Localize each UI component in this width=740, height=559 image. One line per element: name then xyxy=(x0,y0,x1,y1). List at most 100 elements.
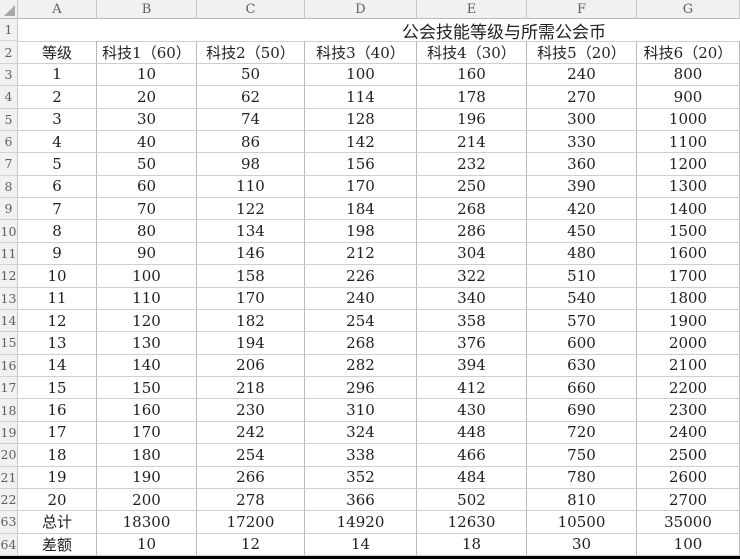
cell-b13[interactable]: 110 xyxy=(97,287,197,310)
cell-d13[interactable]: 240 xyxy=(305,287,417,310)
cell-a15[interactable]: 13 xyxy=(18,332,97,355)
cell-a9[interactable]: 7 xyxy=(18,198,97,221)
cell-f64[interactable]: 30 xyxy=(527,533,637,556)
row-header-6[interactable]: 6 xyxy=(0,130,18,154)
cell-g13[interactable]: 1800 xyxy=(637,287,740,310)
cell-e5[interactable]: 196 xyxy=(417,108,527,131)
cell-b22[interactable]: 200 xyxy=(97,488,197,512)
cell-b4[interactable]: 20 xyxy=(97,86,197,109)
cell-a63[interactable]: 总计 xyxy=(18,511,97,534)
cell-e22[interactable]: 502 xyxy=(417,488,527,512)
cell-d15[interactable]: 268 xyxy=(305,332,417,355)
cell-b11[interactable]: 90 xyxy=(97,242,197,266)
cell-f5[interactable]: 300 xyxy=(527,108,637,131)
column-header-a[interactable]: A xyxy=(18,0,97,19)
cell-e20[interactable]: 466 xyxy=(417,444,527,467)
cell-f4[interactable]: 270 xyxy=(527,86,637,109)
cell-d19[interactable]: 324 xyxy=(305,421,417,445)
cell-e17[interactable]: 412 xyxy=(417,377,527,400)
cell-a18[interactable]: 16 xyxy=(18,399,97,422)
cell-g3[interactable]: 800 xyxy=(637,63,740,87)
row-header-4[interactable]: 4 xyxy=(0,86,18,109)
row-header-13[interactable]: 13 xyxy=(0,287,18,310)
column-header-g[interactable]: G xyxy=(637,0,740,19)
cell-b19[interactable]: 170 xyxy=(97,421,197,445)
cell-g14[interactable]: 1900 xyxy=(637,309,740,333)
cell-a20[interactable]: 18 xyxy=(18,444,97,467)
cell-f63[interactable]: 10500 xyxy=(527,511,637,534)
row-header-19[interactable]: 19 xyxy=(0,421,18,445)
cell-a19[interactable]: 17 xyxy=(18,421,97,445)
cell-d22[interactable]: 366 xyxy=(305,488,417,512)
cell-g9[interactable]: 1400 xyxy=(637,198,740,221)
row-header-21[interactable]: 21 xyxy=(0,466,18,489)
cell-d11[interactable]: 212 xyxy=(305,242,417,266)
cell-g21[interactable]: 2600 xyxy=(637,466,740,489)
cell-b2[interactable]: 科技1（60） xyxy=(97,41,197,64)
cell-d17[interactable]: 296 xyxy=(305,377,417,400)
cell-c63[interactable]: 17200 xyxy=(197,511,305,534)
cell-c15[interactable]: 194 xyxy=(197,332,305,355)
column-header-b[interactable]: B xyxy=(97,0,197,19)
cell-c64[interactable]: 12 xyxy=(197,533,305,556)
cell-d63[interactable]: 14920 xyxy=(305,511,417,534)
cell-c5[interactable]: 74 xyxy=(197,108,305,131)
cell-a5[interactable]: 3 xyxy=(18,108,97,131)
cell-f16[interactable]: 630 xyxy=(527,354,637,377)
row-header-5[interactable]: 5 xyxy=(0,108,18,131)
cell-b21[interactable]: 190 xyxy=(97,466,197,489)
cell-b9[interactable]: 70 xyxy=(97,198,197,221)
cell-f15[interactable]: 600 xyxy=(527,332,637,355)
cell-f17[interactable]: 660 xyxy=(527,377,637,400)
cell-e12[interactable]: 322 xyxy=(417,265,527,288)
cell-b10[interactable]: 80 xyxy=(97,220,197,243)
cell-d21[interactable]: 352 xyxy=(305,466,417,489)
column-header-f[interactable]: F xyxy=(527,0,637,19)
cell-b3[interactable]: 10 xyxy=(97,63,197,87)
cell-f10[interactable]: 450 xyxy=(527,220,637,243)
title-cell[interactable]: 公会技能等级与所需公会币 xyxy=(18,19,740,43)
cell-c12[interactable]: 158 xyxy=(197,265,305,288)
cell-b20[interactable]: 180 xyxy=(97,444,197,467)
cell-d8[interactable]: 170 xyxy=(305,175,417,198)
cell-g6[interactable]: 1100 xyxy=(637,130,740,154)
row-header-14[interactable]: 14 xyxy=(0,309,18,333)
cell-e8[interactable]: 250 xyxy=(417,175,527,198)
cell-d18[interactable]: 310 xyxy=(305,399,417,422)
cell-c13[interactable]: 170 xyxy=(197,287,305,310)
cell-b63[interactable]: 18300 xyxy=(97,511,197,534)
cell-c21[interactable]: 266 xyxy=(197,466,305,489)
cell-c6[interactable]: 86 xyxy=(197,130,305,154)
cell-g63[interactable]: 35000 xyxy=(637,511,740,534)
cell-e7[interactable]: 232 xyxy=(417,153,527,176)
cell-e9[interactable]: 268 xyxy=(417,198,527,221)
row-header-22[interactable]: 22 xyxy=(0,488,18,512)
column-header-d[interactable]: D xyxy=(305,0,417,19)
cell-g10[interactable]: 1500 xyxy=(637,220,740,243)
cell-e6[interactable]: 214 xyxy=(417,130,527,154)
cell-c9[interactable]: 122 xyxy=(197,198,305,221)
cell-f12[interactable]: 510 xyxy=(527,265,637,288)
row-header-11[interactable]: 11 xyxy=(0,242,18,266)
cell-c4[interactable]: 62 xyxy=(197,86,305,109)
cell-b18[interactable]: 160 xyxy=(97,399,197,422)
cell-f3[interactable]: 240 xyxy=(527,63,637,87)
cell-e18[interactable]: 430 xyxy=(417,399,527,422)
cell-b14[interactable]: 120 xyxy=(97,309,197,333)
cell-a10[interactable]: 8 xyxy=(18,220,97,243)
cell-a21[interactable]: 19 xyxy=(18,466,97,489)
cell-c8[interactable]: 110 xyxy=(197,175,305,198)
row-header-20[interactable]: 20 xyxy=(0,444,18,467)
row-header-7[interactable]: 7 xyxy=(0,153,18,176)
select-all-corner[interactable] xyxy=(0,0,18,19)
cell-e63[interactable]: 12630 xyxy=(417,511,527,534)
cell-b17[interactable]: 150 xyxy=(97,377,197,400)
row-header-15[interactable]: 15 xyxy=(0,332,18,355)
cell-c18[interactable]: 230 xyxy=(197,399,305,422)
cell-f11[interactable]: 480 xyxy=(527,242,637,266)
cell-g16[interactable]: 2100 xyxy=(637,354,740,377)
cell-a17[interactable]: 15 xyxy=(18,377,97,400)
cell-b12[interactable]: 100 xyxy=(97,265,197,288)
cell-f8[interactable]: 390 xyxy=(527,175,637,198)
cell-f9[interactable]: 420 xyxy=(527,198,637,221)
